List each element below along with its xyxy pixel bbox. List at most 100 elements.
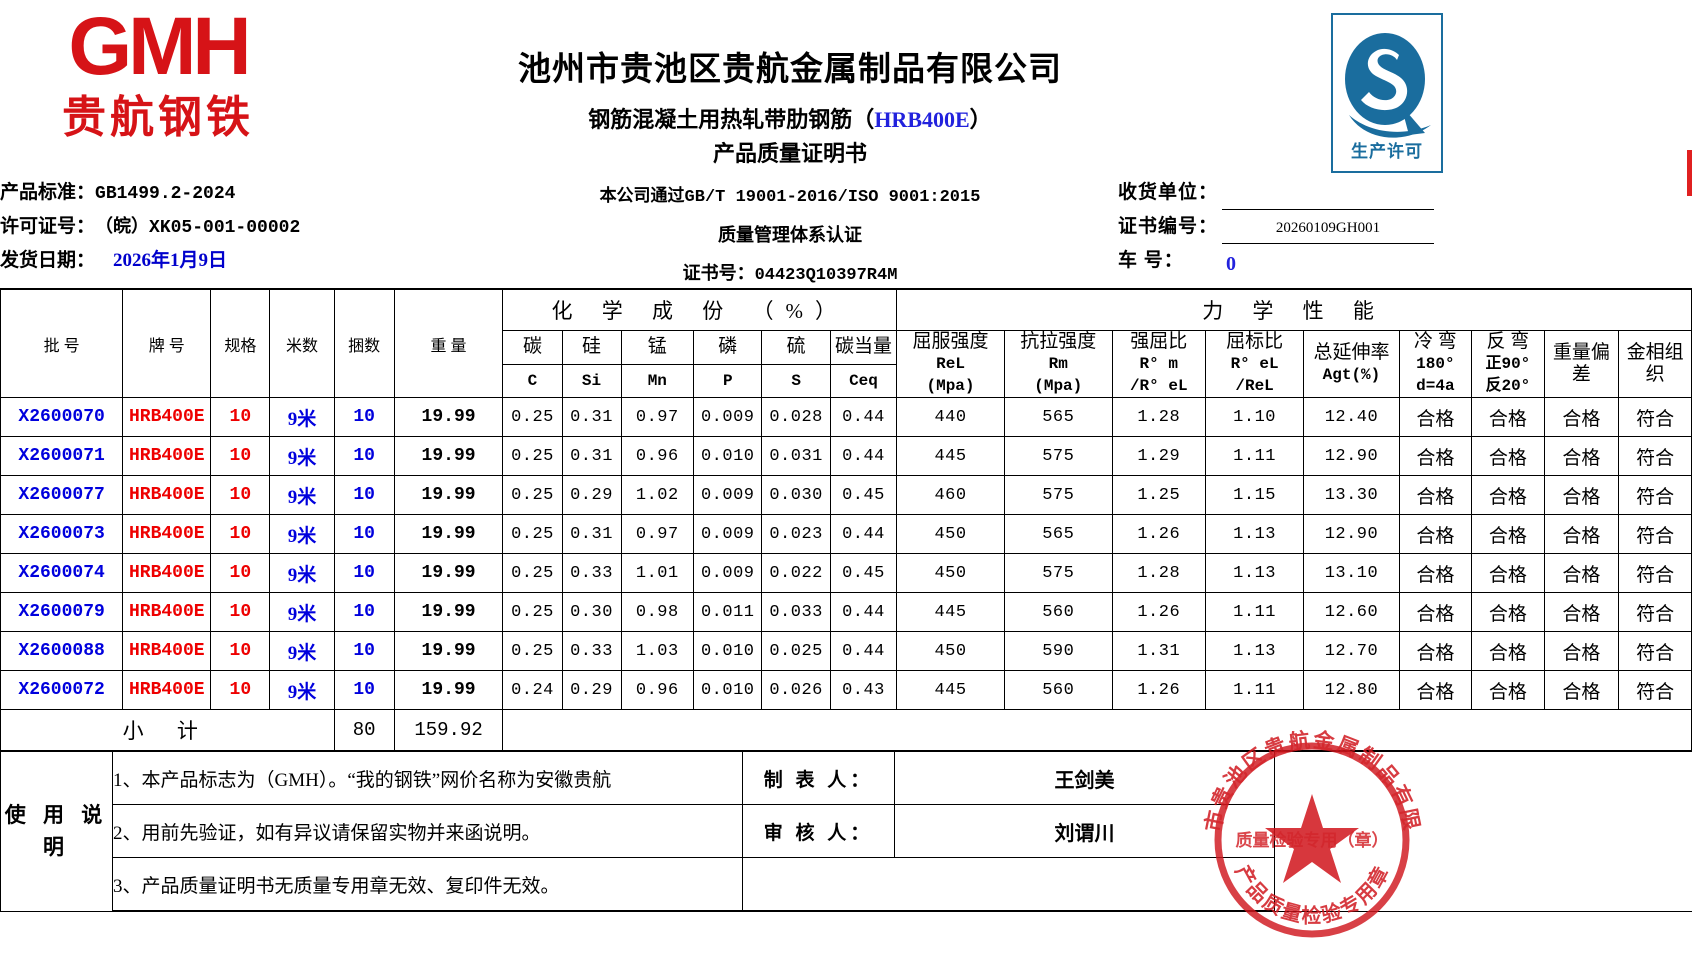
cell-grade: HRB400E [123, 632, 211, 671]
cell-cold-bend: 合格 [1399, 398, 1472, 437]
cell-C: 0.25 [503, 437, 562, 476]
production-license-qmark: 生产许可 [1331, 13, 1443, 173]
cell-Ceq: 0.43 [830, 671, 896, 710]
subtotal-weight: 159.92 [394, 710, 503, 751]
cell-cold-bend: 合格 [1399, 554, 1472, 593]
th-reverse-bend: 反 弯 正90° 反20° [1472, 331, 1545, 398]
field-license-no-label: 许可证号： [0, 210, 95, 244]
cell-rev-bend: 合格 [1472, 437, 1545, 476]
th-strength-yield-ratio-cn: 强屈比 [1130, 331, 1187, 352]
cell-S: 0.022 [762, 554, 830, 593]
th-sulfur-symbol: S [762, 364, 830, 398]
certificate-number-line: 证书号：04423Q10397R4M [430, 260, 1150, 289]
cell-weight: 19.99 [394, 554, 503, 593]
cell-cold-bend: 合格 [1399, 593, 1472, 632]
th-carbon-equivalent: 碳当量 [830, 331, 896, 365]
cell-Rm: 565 [1004, 515, 1112, 554]
cell-Agt: 13.30 [1304, 476, 1399, 515]
cell-micro: 符合 [1619, 437, 1692, 476]
cell-cold-bend: 合格 [1399, 476, 1472, 515]
iso-line-1-text: 本公司通过GB/T 19001-2016/ISO 9001:2015 [600, 188, 981, 207]
cell-ratio-rm-rel: 1.26 [1112, 671, 1205, 710]
q-mark-icon [1339, 29, 1435, 147]
field-cert-serial-value[interactable]: 20260109GH001 [1222, 215, 1434, 244]
product-name-prefix: 钢筋混凝土用热轧带肋钢筋（ [588, 107, 874, 132]
th-cold-bend-cn: 冷 弯 [1414, 331, 1457, 352]
field-ship-date-label: 发货日期： [0, 244, 95, 278]
th-weight: 重 量 [394, 289, 503, 398]
cell-bundles: 10 [334, 593, 394, 632]
cell-micro: 符合 [1619, 476, 1692, 515]
preparer-label: 制 表 人： [743, 752, 895, 805]
cell-bundles: 10 [334, 671, 394, 710]
th-total-elongation-cn: 总延伸率 [1313, 342, 1389, 363]
subtotal-empty [503, 710, 1692, 751]
field-consignee-value[interactable] [1222, 181, 1434, 210]
cell-spec: 10 [211, 515, 270, 554]
company-logo: GMH 贵航钢铁 [28, 4, 288, 184]
th-yield-standard-ratio: 屈标比 R° eL /ReL [1205, 331, 1303, 398]
cell-S: 0.030 [762, 476, 830, 515]
cell-Mn: 0.97 [621, 398, 694, 437]
note-item-1: 1、本产品标志为（GMH）。“我的钢铁”网价名称为安徽贵航 [113, 752, 743, 805]
document-title: 产品质量证明书 [430, 139, 1150, 169]
cell-micro: 符合 [1619, 593, 1692, 632]
cell-C: 0.25 [503, 476, 562, 515]
th-strength-yield-ratio-en: R° m [1113, 353, 1205, 375]
cell-cold-bend: 合格 [1399, 437, 1472, 476]
cell-Si: 0.33 [562, 632, 621, 671]
cell-S: 0.028 [762, 398, 830, 437]
cell-C: 0.24 [503, 671, 562, 710]
th-reverse-bend-fwd: 正90° [1472, 353, 1544, 375]
field-vehicle-no-value[interactable]: 0 [1222, 250, 1438, 278]
th-phosphorus: 磷 [694, 331, 762, 365]
th-carbon: 碳 [503, 331, 562, 365]
logo-gmh-text: GMH [28, 4, 288, 90]
cell-ratio-rm-rel: 1.31 [1112, 632, 1205, 671]
cell-ratio-rel: 1.11 [1205, 671, 1303, 710]
cell-batch: X2600077 [1, 476, 123, 515]
iso-line-2: 质量管理体系认证 [430, 222, 1150, 248]
field-consignee-label: 收货单位： [1118, 176, 1222, 210]
product-grade: HRB400E [874, 107, 969, 132]
cell-C: 0.25 [503, 554, 562, 593]
th-yield-strength-cn: 屈服强度 [913, 331, 989, 352]
cell-weight: 19.99 [394, 515, 503, 554]
cell-spec: 10 [211, 437, 270, 476]
cell-ratio-rel: 1.13 [1205, 554, 1303, 593]
cell-Agt: 12.90 [1304, 515, 1399, 554]
field-cert-serial: 证书编号： 20260109GH001 [1118, 210, 1438, 244]
subtotal-bundles: 80 [334, 710, 394, 751]
cell-Rm: 590 [1004, 632, 1112, 671]
field-ship-date: 发货日期：2026年1月9日 [0, 244, 300, 278]
cell-ratio-rm-rel: 1.26 [1112, 593, 1205, 632]
cell-rev-bend: 合格 [1472, 476, 1545, 515]
cell-weight-dev: 合格 [1544, 632, 1619, 671]
th-tensile-strength-en: Rm [1005, 353, 1112, 375]
cell-weight-dev: 合格 [1544, 476, 1619, 515]
cell-Rm: 575 [1004, 437, 1112, 476]
cell-spec: 10 [211, 671, 270, 710]
cell-ratio-rel: 1.11 [1205, 437, 1303, 476]
cell-Si: 0.33 [562, 554, 621, 593]
th-cold-bend: 冷 弯 180° d=4a [1399, 331, 1472, 398]
cell-ReL: 460 [897, 476, 1005, 515]
cell-grade: HRB400E [123, 593, 211, 632]
iso-line-1: 本公司通过GB/T 19001-2016/ISO 9001:2015 [430, 182, 1150, 211]
cell-spec: 10 [211, 476, 270, 515]
cell-P: 0.009 [694, 554, 762, 593]
cell-P: 0.011 [694, 593, 762, 632]
cell-spec: 10 [211, 632, 270, 671]
cell-rev-bend: 合格 [1472, 593, 1545, 632]
cell-length: 9米 [270, 593, 334, 632]
cell-weight: 19.99 [394, 671, 503, 710]
th-carbon-symbol-text: C [503, 370, 561, 392]
cell-weight-dev: 合格 [1544, 437, 1619, 476]
cell-Ceq: 0.44 [830, 632, 896, 671]
cell-weight: 19.99 [394, 632, 503, 671]
cell-weight: 19.99 [394, 593, 503, 632]
th-bundles: 捆数 [334, 289, 394, 398]
